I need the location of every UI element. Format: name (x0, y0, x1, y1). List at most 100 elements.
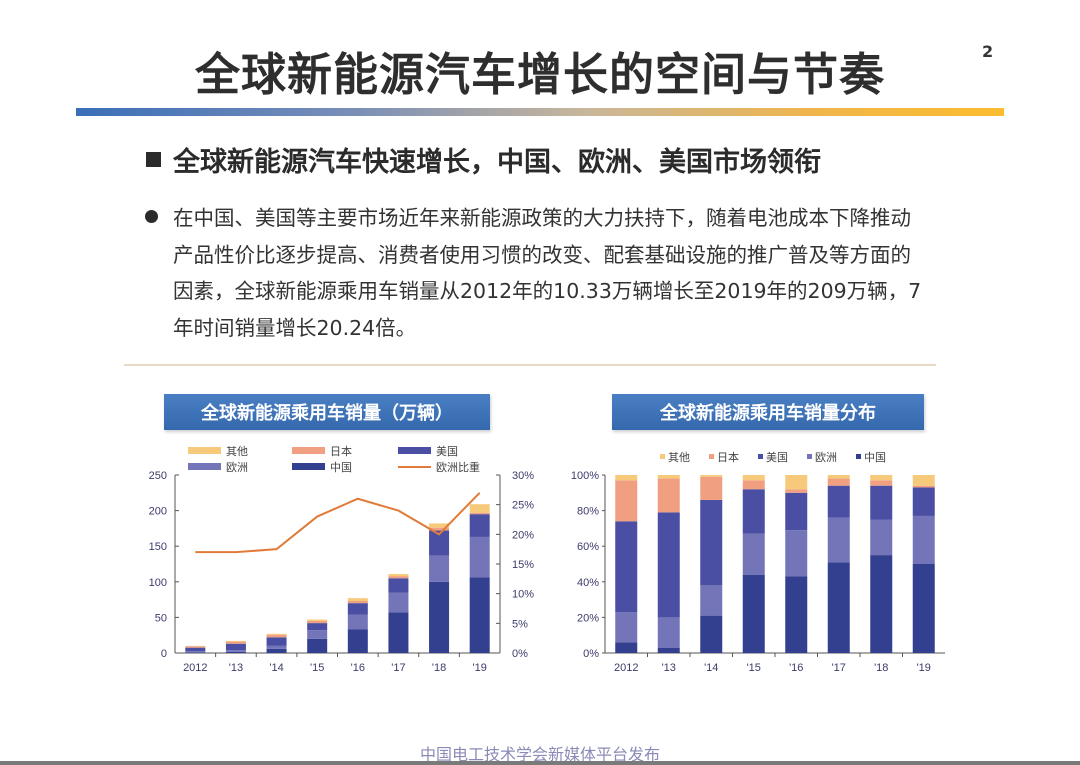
legend-swatch (292, 463, 325, 470)
bar-segment (266, 633, 287, 635)
bar-segment (785, 576, 808, 653)
y-tick-label: 40% (577, 577, 599, 589)
bar-segment (185, 652, 206, 653)
legend-label: 其他 (226, 445, 248, 458)
chart1-title: 全球新能源乘用车销量（万辆） (164, 394, 490, 430)
x-tick-label: '17 (832, 662, 846, 674)
bar-segment (615, 612, 638, 643)
x-tick-label: '15 (747, 662, 761, 674)
x-tick-label: '13 (229, 662, 243, 674)
bar-segment (307, 623, 328, 631)
y2-tick-label: 0% (512, 648, 528, 660)
bar-segment (742, 574, 765, 653)
bar-segment (469, 536, 490, 578)
footer-credit: 中国电工技术学会新媒体平台发布 (419, 745, 660, 764)
bar-segment (469, 577, 490, 653)
bar-segment (347, 614, 368, 630)
bar-segment (615, 475, 638, 481)
legend-item: 欧洲比重 (398, 460, 480, 474)
legend-label: 欧洲 (226, 461, 248, 474)
sales-distribution-chart: 其他 日本 美国 欧洲 中国 0% 20% 40% 60% 80% 100% 2012 '13 '14 '1… (571, 450, 945, 674)
section-heading-text: 全球新能源汽车快速增长，中国、欧洲、美国市场领衔 (173, 147, 821, 178)
bar-segment (429, 523, 450, 528)
bar-segment (469, 512, 490, 515)
bar-segment (225, 650, 246, 652)
bar-segment (307, 620, 328, 624)
round-bullet-icon (145, 210, 158, 223)
page-number: 2 (982, 42, 994, 61)
bar-segment (266, 648, 287, 653)
bar-segment (225, 640, 246, 642)
legend-item: 日本 (292, 444, 352, 458)
bar-segment (615, 642, 638, 653)
bar-segment (615, 480, 638, 522)
bar-segment (870, 480, 893, 486)
bar-segment (827, 475, 850, 479)
bar-segment (307, 619, 328, 621)
bar-segment (657, 475, 680, 479)
bar-segment (700, 476, 723, 500)
legend-label: 美国 (436, 445, 458, 458)
x-tick-label: 2012 (183, 662, 207, 674)
legend-label: 欧洲比重 (436, 460, 480, 474)
x-tick-label: '19 (917, 662, 931, 674)
bar-segment (429, 555, 450, 582)
y-tick-label: 100% (571, 470, 599, 482)
bar-segment (827, 478, 850, 486)
y-tick-label: 250 (149, 470, 167, 482)
bar-segment (429, 527, 450, 531)
bar-segment (912, 564, 935, 653)
x-tick-label: '18 (432, 662, 446, 674)
bar-segment (870, 485, 893, 520)
bar-segment (185, 646, 206, 648)
legend-label: 美国 (766, 451, 788, 464)
bar-segment (912, 475, 935, 486)
title-gradient-bar (76, 108, 1004, 116)
bar-segment (657, 512, 680, 618)
bullet-paragraph: 在中国、美国等主要市场近年来新能源政策的大力扶持下，随着电池成本下降推动产品性价… (145, 200, 935, 346)
y2-tick-label: 5% (512, 618, 528, 630)
bar-segment (870, 475, 893, 481)
legend-label: 中国 (864, 451, 886, 464)
bar-segment (700, 499, 723, 586)
legend-item: 中国 (856, 451, 886, 464)
bar-segment (870, 555, 893, 653)
bar-segment (827, 485, 850, 518)
bar-segment (827, 562, 850, 653)
x-tick-label: '19 (473, 662, 487, 674)
legend-label: 中国 (330, 461, 352, 474)
legend-swatch (758, 454, 763, 459)
bar-segment (185, 651, 206, 653)
legend-label: 其他 (668, 451, 690, 464)
bar-segment (185, 647, 206, 652)
legend-item: 其他 (188, 445, 248, 458)
bar-segment (870, 519, 893, 556)
y-tick-label: 20% (577, 612, 599, 624)
x-tick-label: '16 (351, 662, 365, 674)
bar-segment (469, 504, 490, 513)
legend-item: 其他 (660, 451, 690, 464)
europe-share-line (195, 492, 481, 554)
legend-swatch (709, 454, 714, 459)
bottom-border (0, 761, 1080, 765)
legend-label: 日本 (717, 450, 739, 464)
y2-tick-label: 10% (512, 589, 534, 601)
bar-segment (912, 487, 935, 516)
y2-tick-label: 30% (512, 470, 534, 482)
chart2-title: 全球新能源乘用车销量分布 (612, 394, 924, 430)
bullet-text: 在中国、美国等主要市场近年来新能源政策的大力扶持下，随着电池成本下降推动产品性价… (173, 206, 922, 340)
bar-segment (742, 475, 765, 481)
bar-segment (657, 647, 680, 653)
x-tick-label: '14 (704, 662, 718, 674)
legend-item: 美国 (758, 451, 788, 464)
bar-segment (785, 492, 808, 531)
square-bullet-icon (146, 152, 161, 167)
bar-segment (307, 638, 328, 653)
x-tick-label: '18 (874, 662, 888, 674)
legend-item: 欧洲 (188, 461, 248, 474)
bar-segment (347, 598, 368, 602)
bar-segment (469, 514, 490, 537)
y-tick-label: 200 (149, 506, 167, 518)
section-heading: 全球新能源汽车快速增长，中国、欧洲、美国市场领衔 (146, 140, 821, 179)
